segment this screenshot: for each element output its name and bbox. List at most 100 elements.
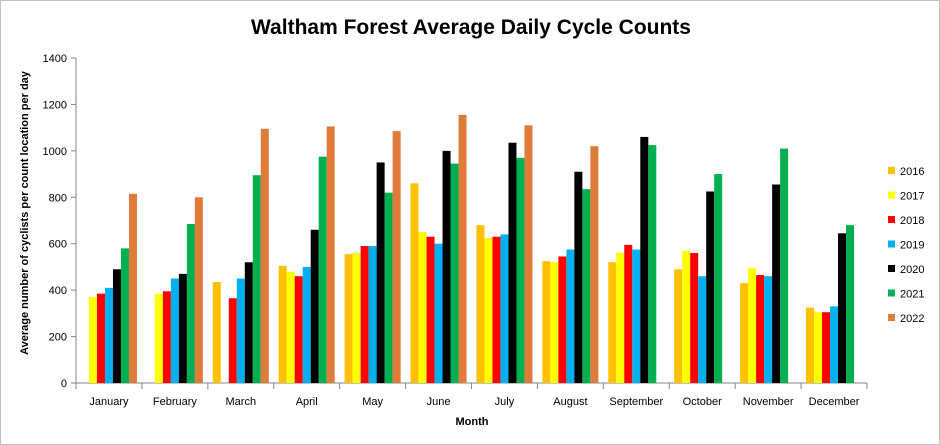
legend-label-2021: 2021 xyxy=(900,289,924,301)
legend-swatch-2020 xyxy=(888,265,895,272)
bar-2016-may xyxy=(344,254,353,383)
bar-2016-august xyxy=(542,261,551,383)
bar-2021-may xyxy=(384,192,393,383)
bar-2021-april xyxy=(318,156,327,383)
bar-2022-march xyxy=(260,128,269,383)
bar-2020-july xyxy=(508,142,517,383)
bar-2020-september xyxy=(640,136,649,383)
bar-2019-november xyxy=(764,276,773,383)
bar-2022-february xyxy=(194,197,203,383)
bar-2021-november xyxy=(780,148,789,383)
x-tick-label: June xyxy=(427,396,451,408)
bar-2019-april xyxy=(302,266,311,383)
x-tick-label: July xyxy=(495,396,515,408)
x-tick-label: December xyxy=(809,396,860,408)
bar-2018-october xyxy=(690,253,699,383)
bar-2019-february xyxy=(170,278,179,383)
legend-label-2017: 2017 xyxy=(900,191,924,203)
bar-2016-december xyxy=(806,307,815,383)
x-tick-label: August xyxy=(553,396,587,408)
bar-2016-july xyxy=(476,225,485,383)
bar-2021-february xyxy=(186,223,195,383)
bar-2017-february xyxy=(154,293,163,383)
bar-2018-july xyxy=(492,236,501,383)
bar-2021-october xyxy=(714,174,723,383)
bar-2020-january xyxy=(112,269,121,383)
legend: 2016 2017 2018 2019 2020 2021 2022 xyxy=(888,166,924,325)
bar-2016-june xyxy=(410,183,419,383)
legend-label-2016: 2016 xyxy=(900,166,924,178)
x-tick-label: March xyxy=(226,396,257,408)
bar-2021-june xyxy=(450,163,459,383)
y-tick-label: 1400 xyxy=(43,53,67,65)
y-tick-label: 600 xyxy=(49,239,67,251)
legend-label-2020: 2020 xyxy=(900,264,924,276)
bar-2018-march xyxy=(228,298,237,383)
bar-2017-september xyxy=(616,253,625,383)
bar-2017-july xyxy=(484,237,493,383)
bar-2016-november xyxy=(740,283,749,383)
bar-2018-december xyxy=(822,312,831,383)
bar-2020-november xyxy=(772,184,781,383)
bar-2020-february xyxy=(178,273,187,383)
chart-title: Waltham Forest Average Daily Cycle Count… xyxy=(251,16,691,39)
y-tick-label: 400 xyxy=(49,285,67,297)
bar-2021-august xyxy=(582,189,591,383)
y-tick-label: 200 xyxy=(49,332,67,344)
y-tick-label: 1200 xyxy=(43,99,67,111)
bar-2021-march xyxy=(252,175,261,383)
bar-2018-february xyxy=(162,291,171,383)
bar-2022-april xyxy=(326,126,335,383)
bar-2019-march xyxy=(236,278,245,383)
bar-2021-september xyxy=(648,145,657,383)
legend-label-2018: 2018 xyxy=(900,215,924,227)
x-tick-label: January xyxy=(89,396,129,408)
y-tick-label: 0 xyxy=(61,378,67,390)
bar-2021-december xyxy=(846,225,855,383)
bar-2019-december xyxy=(830,306,839,383)
legend-swatch-2021 xyxy=(888,289,895,297)
bar-2019-july xyxy=(500,234,509,383)
bar-2021-january xyxy=(120,248,129,383)
bar-2019-june xyxy=(434,243,443,383)
bar-2017-november xyxy=(748,268,757,383)
bar-2020-june xyxy=(442,150,451,383)
bar-2022-august xyxy=(590,146,599,383)
bar-2017-october xyxy=(682,250,691,383)
bar-2020-april xyxy=(310,229,319,383)
bar-2019-october xyxy=(698,276,707,383)
bar-2020-august xyxy=(574,171,583,383)
bar-2017-january xyxy=(88,297,97,383)
bar-2016-september xyxy=(608,262,617,383)
x-tick-label: February xyxy=(153,396,198,408)
bar-2018-january xyxy=(96,293,105,383)
x-tick-label: October xyxy=(683,396,722,408)
legend-swatch-2017 xyxy=(888,191,895,199)
bar-2022-may xyxy=(392,131,401,383)
x-axis-label: Month xyxy=(456,416,489,428)
bar-2017-august xyxy=(550,262,559,383)
legend-swatch-2019 xyxy=(888,240,895,248)
bar-2019-september xyxy=(632,249,641,383)
bar-2017-april xyxy=(286,271,295,383)
bar-2018-august xyxy=(558,256,567,383)
y-tick-label: 1000 xyxy=(43,146,67,158)
legend-label-2019: 2019 xyxy=(900,240,924,252)
bar-2019-january xyxy=(104,287,113,383)
x-tick-label: April xyxy=(296,396,318,408)
bar-2018-september xyxy=(624,244,633,383)
bar-2016-october xyxy=(674,269,683,383)
bar-2018-may xyxy=(360,246,369,383)
bar-2017-december xyxy=(814,312,823,383)
bar-2018-april xyxy=(294,276,303,383)
bar-2018-june xyxy=(426,236,435,383)
legend-swatch-2018 xyxy=(888,216,895,223)
bar-2019-may xyxy=(368,246,377,383)
legend-label-2022: 2022 xyxy=(900,313,924,325)
bar-2017-june xyxy=(418,232,427,383)
bar-2016-march xyxy=(212,282,221,383)
plot-area: 0 200 400 600 800 1000 1200 1400 January February… xyxy=(43,53,868,408)
y-axis-label: Average number of cyclists per count loc… xyxy=(19,70,31,355)
